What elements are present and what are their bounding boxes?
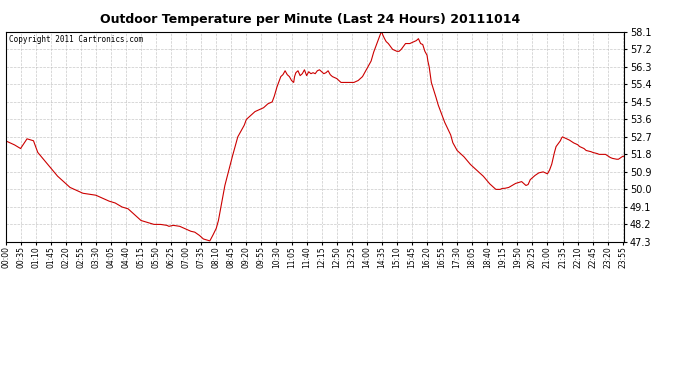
Text: Copyright 2011 Cartronics.com: Copyright 2011 Cartronics.com [8, 35, 143, 44]
Text: Outdoor Temperature per Minute (Last 24 Hours) 20111014: Outdoor Temperature per Minute (Last 24 … [100, 13, 521, 26]
